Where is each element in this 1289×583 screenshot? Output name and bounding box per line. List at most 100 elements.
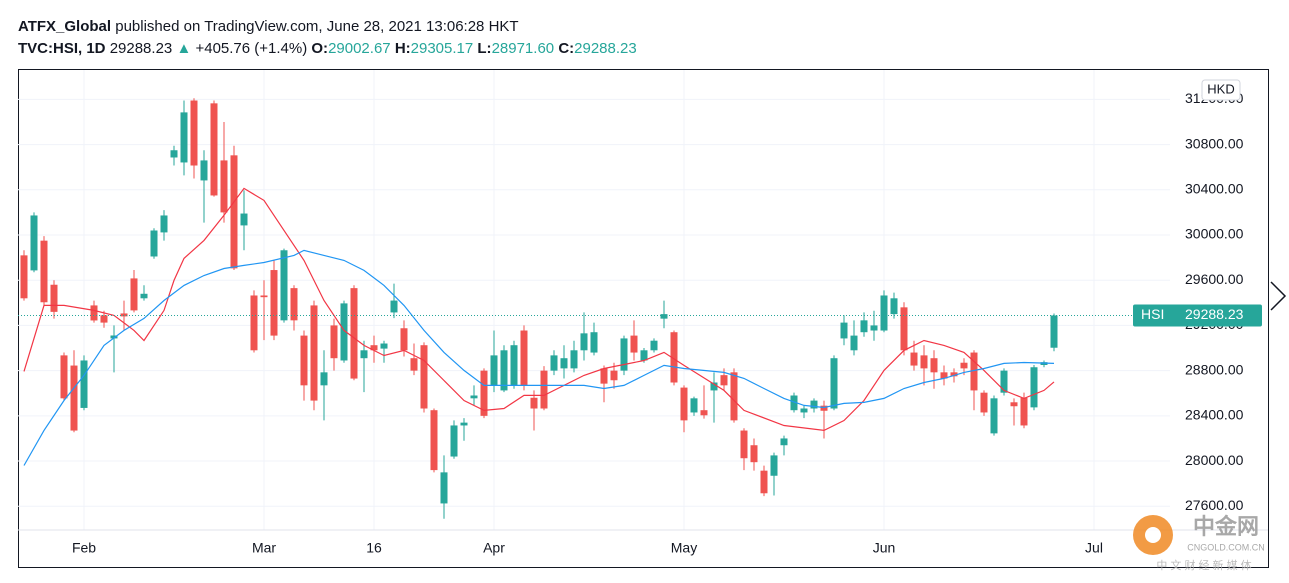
candle-body (810, 400, 818, 409)
candle-body (370, 345, 378, 351)
frame (18, 69, 1269, 568)
y-tick-label: 28400.00 (1185, 407, 1244, 423)
o-label: O: (311, 40, 329, 57)
candle-body (60, 355, 68, 399)
candle-body (480, 370, 488, 416)
candle-body (100, 315, 108, 323)
axes: 27600.0028000.0028400.0028800.0029200.00… (18, 90, 1268, 556)
candle-body (1020, 397, 1028, 426)
x-tick-label: Mar (252, 540, 276, 556)
x-tick-label: May (671, 540, 697, 556)
candle-body (840, 322, 848, 339)
candle-body (690, 398, 698, 413)
watermark: 中金网 CNGOLD.COM.CN 中 文 财 经 新 媒 体 (1133, 514, 1265, 572)
candle-body (460, 422, 468, 426)
moving-average (23, 187, 1055, 432)
price-tag (1133, 304, 1262, 327)
y-tick-label: 28000.00 (1185, 452, 1244, 468)
candle-body (150, 230, 158, 257)
candle-body (770, 455, 778, 476)
candle-body (170, 150, 178, 158)
candle-body (440, 472, 448, 504)
x-tick-label: Apr (483, 540, 505, 556)
candle-body (120, 313, 128, 317)
candle-body (990, 398, 998, 434)
candle-body (430, 410, 438, 471)
candle-body (490, 355, 498, 386)
watermark-logo-inner (1145, 527, 1161, 543)
candle-body (200, 160, 208, 181)
candle-body (400, 328, 408, 351)
currency-badge (1201, 79, 1241, 101)
price: 29288.23 (109, 40, 173, 57)
watermark-slogan: 中 文 财 经 新 媒 体 (1156, 558, 1251, 572)
candle-body (410, 358, 418, 371)
candle-body (160, 215, 168, 233)
candle-body (870, 325, 878, 331)
l-value: 28971.60 (491, 40, 555, 57)
candle-body (670, 332, 678, 383)
x-tick-label: Jul (1085, 540, 1103, 556)
candle-body (310, 305, 318, 401)
candle-body (570, 350, 578, 369)
l-label: L: (477, 40, 492, 57)
candle-body (850, 335, 858, 351)
candle-body (270, 270, 278, 336)
candle-body (950, 372, 958, 377)
candle-body (220, 160, 228, 213)
candle-body (590, 332, 598, 353)
candle-body (320, 372, 328, 386)
candle-body (90, 305, 98, 321)
candle-body (450, 425, 458, 457)
candle-body (80, 360, 88, 408)
candle-body (930, 358, 938, 373)
candle-body (710, 382, 718, 391)
candle-body (900, 307, 908, 351)
candle-body (650, 340, 658, 351)
candle-body (330, 325, 338, 359)
x-tick-label: Jun (873, 540, 896, 556)
change: +405.76 (+1.4%) (195, 40, 308, 57)
candle-body (280, 250, 288, 321)
candle-body (20, 255, 28, 299)
x-tick-label: Feb (72, 540, 96, 556)
candle-body (1050, 315, 1058, 348)
candle-body (1030, 367, 1038, 408)
candle-body (970, 352, 978, 391)
grid (18, 70, 1170, 530)
o-value: 29002.67 (328, 40, 391, 57)
candle-body (620, 338, 628, 371)
candle-body (300, 335, 308, 386)
candle-body (50, 284, 58, 312)
candle-body (340, 303, 348, 361)
candle-body (390, 300, 398, 313)
candle-body (140, 293, 148, 299)
candle-body (720, 375, 728, 386)
candle-body (500, 350, 508, 391)
candle-body (660, 314, 668, 319)
y-tick-label: 28800.00 (1185, 361, 1244, 377)
header: ATFX_Global published on TradingView.com… (18, 16, 637, 60)
x-tick-label: 16 (366, 540, 382, 556)
c-label: C: (558, 40, 575, 57)
candle-body (350, 288, 358, 379)
candle-body (640, 350, 648, 361)
candle-body (960, 362, 968, 369)
candle-body (550, 355, 558, 371)
candle-body (860, 320, 868, 333)
symbol: TVC:HSI, 1D (18, 40, 106, 57)
candle-body (820, 405, 828, 411)
candle-body (1010, 402, 1018, 407)
candle-body (230, 155, 238, 269)
candle-body (540, 370, 548, 409)
candle-body (980, 392, 988, 413)
candle-body (180, 112, 188, 163)
candle-body (890, 298, 898, 315)
candle-body (380, 343, 388, 349)
scroll-chevron[interactable] (1270, 281, 1287, 311)
candle-body (790, 395, 798, 411)
candle-body (830, 358, 838, 409)
candle-body (250, 295, 258, 351)
candle-body (260, 295, 268, 298)
